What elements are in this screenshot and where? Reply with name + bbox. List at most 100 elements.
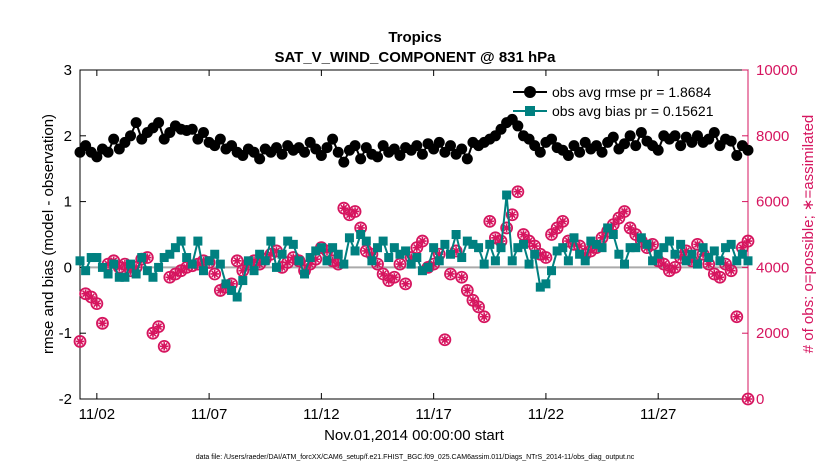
rmse-point	[630, 140, 642, 152]
bias-point	[361, 236, 371, 246]
bias-point	[518, 239, 528, 249]
obs-assimilated-point	[547, 230, 556, 239]
y-tick-label: 0	[64, 259, 72, 276]
plot-area	[79, 69, 749, 400]
chart-subtitle: SAT_V_WIND_COMPONENT @ 831 hPa	[274, 49, 556, 66]
bias-point	[198, 266, 208, 276]
obs-possible-point	[730, 310, 744, 324]
y-axis-left: -2 -1 0 1 2 3	[59, 62, 86, 408]
obs-assimilated-point	[322, 246, 332, 256]
legend-bias-label: obs avg bias pr = 0.15621	[552, 103, 714, 119]
bias-point	[664, 236, 674, 246]
bias-point	[333, 249, 343, 259]
obs-assimilated-point	[485, 217, 494, 226]
bias-point	[552, 246, 562, 256]
x-axis: 11/02 11/07 11/12 11/17 11/22 11/27	[79, 70, 676, 423]
rmse-point	[315, 150, 327, 162]
obs-assimilated-point	[541, 253, 551, 262]
bias-point	[204, 256, 214, 266]
rmse-point	[635, 127, 647, 139]
x-tick-label: 11/12	[303, 406, 339, 423]
rmse-point	[338, 156, 350, 168]
rmse-point	[130, 117, 142, 129]
obs-assimilated-point	[687, 256, 697, 266]
rmse-point	[444, 140, 456, 152]
rmse-point	[197, 127, 209, 139]
bias-point	[109, 259, 119, 269]
bias-point	[406, 259, 416, 269]
obs-assimilated-point	[345, 210, 354, 219]
bias-point	[350, 246, 360, 256]
bias-point	[339, 259, 349, 269]
legend: obs avg rmse pr = 1.8684 obs avg bias pr…	[513, 84, 714, 119]
bias-point	[148, 272, 158, 282]
obs-assimilated-point	[558, 217, 567, 226]
rmse-point	[546, 133, 558, 145]
obs-assimilated-point	[266, 250, 276, 259]
bias-point	[636, 233, 646, 243]
bias-point	[417, 266, 427, 276]
obs-assimilated-point	[474, 302, 483, 312]
obs-possible-point	[477, 310, 491, 324]
obs-assimilated-point	[255, 259, 264, 269]
obs-assimilated-point	[536, 250, 545, 259]
obs-possible-point	[152, 320, 165, 334]
rmse-point	[562, 150, 574, 162]
rmse-point	[411, 140, 423, 152]
bias-point	[260, 256, 270, 266]
rmse-point	[456, 143, 468, 155]
bias-point	[344, 233, 354, 243]
bias-point	[221, 279, 231, 289]
bias-point	[737, 249, 747, 259]
obs-assimilated-point	[721, 259, 730, 269]
obs-assimilated-point	[659, 259, 668, 269]
obs-assimilated-point	[103, 259, 113, 269]
obs-assimilated-point	[519, 230, 528, 239]
bias-point	[648, 256, 658, 266]
y-axis-label-right: # of obs: o=possible; ∗=assimilated	[800, 115, 817, 354]
obs-assimilated-point	[210, 269, 219, 279]
bias-point	[86, 253, 96, 263]
bias-point	[227, 285, 237, 295]
bias-point	[631, 243, 641, 253]
obs-assimilated-point	[131, 263, 141, 272]
obs-assimilated-point	[575, 241, 584, 251]
rmse-point	[91, 151, 103, 163]
obs-assimilated-point	[451, 246, 461, 256]
obs-assimilated-point	[199, 256, 208, 266]
rmse-point	[254, 153, 266, 165]
rmse-point	[327, 133, 339, 145]
rmse-point	[534, 146, 546, 158]
legend-rmse-label: obs avg rmse pr = 1.8684	[552, 84, 711, 100]
obs-assimilated-point	[457, 273, 466, 282]
bias-point	[541, 279, 551, 289]
bias-point	[558, 243, 568, 253]
series-rmse	[74, 113, 754, 168]
bias-point	[687, 249, 697, 259]
rmse-point	[276, 148, 288, 160]
bias-point	[288, 239, 298, 249]
bias-point	[445, 249, 455, 259]
obs-assimilated-point	[508, 210, 517, 219]
obs-assimilated-point	[182, 263, 191, 272]
obs-assimilated-point	[249, 256, 259, 266]
bias-point	[575, 249, 585, 259]
footnote: data file: /Users/raeder/DAI/ATM_forcXX/…	[196, 454, 635, 461]
obs-assimilated-point	[435, 250, 444, 259]
bias-point	[401, 246, 411, 256]
bias-point	[743, 256, 753, 266]
bias-point	[591, 239, 601, 249]
y-tick-label: 1	[64, 194, 72, 211]
bias-point	[535, 282, 545, 292]
rmse-point	[619, 138, 631, 150]
bias-point	[709, 246, 719, 256]
bias-point	[238, 276, 248, 286]
obs-possible-point	[472, 300, 485, 314]
bias-point	[322, 256, 332, 266]
bias-point	[653, 249, 663, 259]
bias-point	[681, 256, 691, 266]
bias-point	[692, 259, 702, 269]
bias-point	[563, 256, 573, 266]
series-bias	[75, 190, 753, 302]
bias-point	[305, 253, 315, 263]
